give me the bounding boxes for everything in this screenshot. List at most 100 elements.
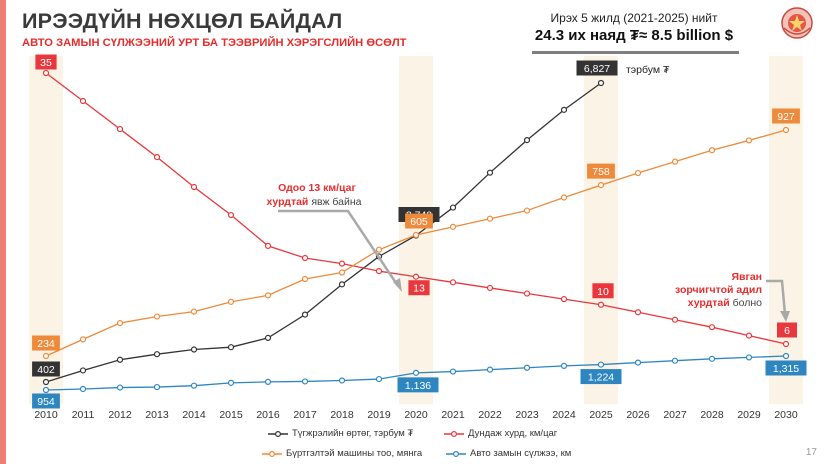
point-road-2012 (116, 384, 124, 391)
legend-marker-speed (444, 430, 464, 437)
point-cost-2018 (338, 281, 346, 288)
point-road-2021 (449, 368, 457, 375)
point-speed-2011 (79, 97, 87, 105)
point-road-2028 (708, 355, 716, 362)
point-speed-2017 (301, 254, 309, 262)
point-cost-2024 (560, 106, 568, 113)
point-vehicles-2024 (560, 194, 568, 201)
annotation-walk-speed-arrowhead (780, 311, 790, 322)
value-label-speed-2020: 13 (408, 280, 430, 296)
point-speed-2019 (375, 268, 383, 275)
point-vehicles-2022 (486, 215, 494, 222)
legend-marker-cost (268, 430, 288, 437)
x-tick-2028: 2028 (700, 409, 724, 421)
svg-text:35: 35 (40, 57, 52, 69)
annotation-current-speed-arrowhead (393, 278, 402, 292)
legend-label-vehicles: Бүртгэлтэй машины тоо, мянга (286, 448, 423, 459)
svg-text:1,136: 1,136 (405, 380, 431, 392)
point-vehicles-2021 (449, 223, 457, 230)
value-label-cost-2025: 6,827 (576, 60, 618, 76)
point-speed-2016 (264, 242, 272, 249)
point-speed-2020 (412, 273, 420, 280)
legend-label-speed: Дундаж хурд, км/цаг (468, 428, 558, 439)
highlight-band-2030 (769, 56, 803, 404)
point-speed-2025 (597, 301, 605, 308)
point-speed-2024 (560, 296, 568, 303)
x-tick-2013: 2013 (145, 409, 169, 421)
x-tick-2026: 2026 (626, 409, 650, 421)
point-speed-2029 (745, 332, 753, 339)
point-vehicles-2015 (227, 298, 235, 305)
svg-text:954: 954 (37, 396, 55, 408)
x-tick-2024: 2024 (552, 409, 576, 421)
value-label-road-2025: 1,224 (580, 369, 622, 385)
x-tick-2018: 2018 (330, 409, 354, 421)
point-cost-2013 (153, 351, 161, 358)
svg-text:10: 10 (597, 286, 609, 298)
cost-summary-underline (532, 51, 739, 54)
x-tick-2020: 2020 (404, 409, 428, 421)
x-tick-2010: 2010 (34, 409, 58, 421)
point-vehicles-2012 (116, 319, 124, 327)
point-speed-2010 (42, 69, 50, 77)
x-tick-2029: 2029 (737, 409, 761, 421)
highlight-band-2020 (399, 56, 433, 404)
point-road-2011 (79, 385, 87, 393)
point-road-2024 (560, 362, 568, 369)
point-vehicles-2017 (301, 275, 309, 283)
x-tick-2025: 2025 (589, 409, 613, 421)
legend-item-vehicles: Бүртгэлтэй машины тоо, мянга (262, 448, 422, 459)
point-road-2016 (264, 378, 272, 386)
svg-text:6,827: 6,827 (584, 63, 610, 75)
svg-text:402: 402 (37, 364, 55, 376)
x-tick-2027: 2027 (663, 409, 687, 421)
highlight-band-2010 (29, 56, 63, 404)
svg-text:1,224: 1,224 (588, 372, 614, 384)
annotation-walk-speed-line2: зорчигчтой адил (675, 284, 762, 296)
x-tick-2012: 2012 (108, 409, 132, 421)
point-speed-2012 (116, 125, 124, 133)
point-vehicles-2030 (782, 126, 790, 134)
point-speed-2022 (486, 284, 494, 292)
svg-text:758: 758 (592, 166, 610, 178)
x-tick-2016: 2016 (256, 409, 280, 421)
point-speed-2021 (449, 279, 457, 286)
point-vehicles-2014 (190, 308, 198, 315)
svg-text:6: 6 (784, 325, 790, 337)
point-cost-2022 (486, 169, 494, 176)
value-label-vehicles-2030: 927 (772, 108, 800, 124)
point-road-2018 (338, 377, 346, 384)
value-label-speed-2025: 10 (592, 283, 614, 299)
point-vehicles-2019 (375, 246, 383, 253)
point-road-2015 (227, 379, 235, 386)
legend-marker-vehicles (262, 450, 282, 457)
point-cost-2012 (116, 356, 124, 363)
svg-text:927: 927 (777, 111, 795, 123)
point-speed-2018 (338, 260, 346, 267)
point-cost-2010 (42, 378, 50, 386)
point-vehicles-2018 (338, 269, 346, 276)
point-road-2030 (782, 352, 790, 360)
annotation-walk-speed-line3: хурдтай болно (688, 297, 762, 309)
highlight-band-2025 (584, 56, 618, 404)
annotation-walk-speed-line1: Явган (731, 271, 762, 283)
legend-item-speed: Дундаж хурд, км/цаг (444, 428, 557, 439)
x-tick-2014: 2014 (182, 409, 206, 421)
cost-unit-label: тэрбум ₮ (626, 64, 670, 76)
point-cost-2016 (264, 334, 272, 341)
point-vehicles-2028 (708, 147, 716, 154)
cost-summary-total: 24.3 их наяд ₮≈ 8.5 billion $ (534, 27, 734, 44)
x-tick-2011: 2011 (72, 409, 95, 421)
point-vehicles-2016 (264, 292, 272, 299)
legend-item-road: Авто замын сүлжээ, км (446, 448, 571, 459)
value-label-vehicles-2020: 605 (405, 213, 433, 229)
legend-marker-road (446, 450, 466, 457)
x-tick-2015: 2015 (219, 409, 243, 421)
point-cost-2015 (227, 344, 235, 351)
point-vehicles-2011 (79, 336, 87, 343)
point-speed-2028 (708, 324, 716, 331)
state-emblem-icon (781, 7, 813, 39)
point-road-2023 (523, 364, 531, 371)
point-road-2026 (634, 359, 642, 366)
